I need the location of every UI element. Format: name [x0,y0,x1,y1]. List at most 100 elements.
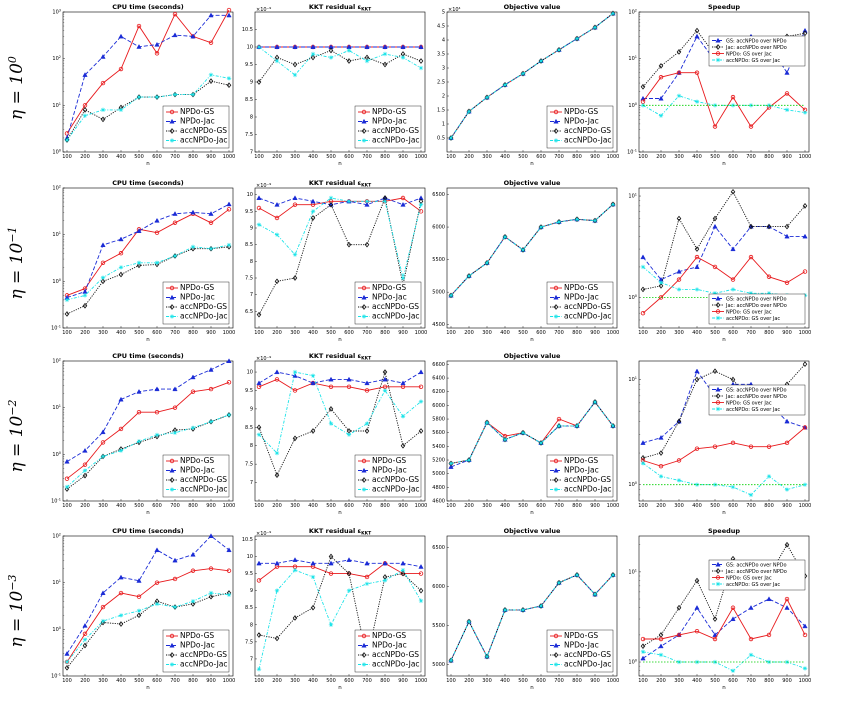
data-point [364,241,370,248]
x-tick-label: 800 [380,678,390,684]
data-point [226,380,232,385]
series-line [258,562,421,581]
x-axis-label: n [146,510,150,516]
data-point [310,54,316,61]
panel-r0-c3: Speedup 100 200 300 400 500 600 700 800 900 1000 n 1… [627,3,811,167]
data-point [658,283,664,289]
x-axis-label: n [146,685,150,691]
y-tick-label: 10.5 [242,537,253,543]
y-tick-label: 10-1 [627,149,637,156]
series-npdo-gs-over-jac [640,70,808,129]
panel-title: KKT residual εKKT [309,352,372,362]
x-tick-label: 500 [134,678,144,684]
data-point [292,61,298,68]
data-point [64,476,70,481]
data-point [100,116,106,123]
y-tick-label: 100 [628,659,637,666]
series-line [66,592,230,669]
series-npdo-gs [64,380,232,481]
data-point [694,287,700,292]
legend-label: accNPDo-GS [180,302,227,311]
data-point [136,409,142,415]
legend-label: GS: accNPDo over NPDo [726,388,787,394]
data-point [100,618,106,624]
x-tick-label: 600 [536,678,546,684]
data-point [418,65,424,71]
y-tick-label: 101 [628,376,637,383]
y-tick-label: 3.5 [437,52,445,58]
x-tick-label: 500 [518,330,528,336]
data-point [118,271,124,278]
row-label-3: η = 10−3 [6,574,27,647]
y-tick-label: 5200 [432,458,445,464]
data-point [448,293,454,298]
data-point [100,275,106,280]
data-point [748,652,754,658]
y-tick-label: 4600 [432,499,445,505]
y-multiplier: ×10⁻⁹ [256,7,271,13]
data-point [292,369,298,375]
data-point [346,199,352,204]
y-tick-label: 8.5 [245,242,253,248]
x-tick-label: 500 [326,154,336,160]
data-point [190,209,196,215]
data-point [640,264,646,270]
y-tick-label: 10 [247,45,253,51]
data-point [730,94,736,100]
y-tick-label: 102 [628,9,637,16]
x-tick-label: 400 [308,330,318,336]
data-point [484,260,490,266]
x-tick-label: 700 [362,503,372,509]
data-point [172,253,178,259]
x-tick-label: 500 [710,678,720,684]
data-point [328,384,334,389]
data-point [364,574,370,580]
data-point [784,605,790,610]
series-line [66,381,230,480]
x-tick-label: 900 [782,678,792,684]
series-npdo-gs [256,377,424,393]
series-npdo-jac [64,533,232,656]
series-npdo-gs-over-jac [640,596,808,642]
x-tick-label: 800 [764,678,774,684]
legend-label: accNPDo-GS [564,126,611,135]
legend-marker [361,633,367,639]
data-point [730,287,736,292]
series-line [66,9,230,134]
x-tick-label: 400 [500,154,510,160]
x-tick-label: 1000 [223,678,236,684]
legend-box [546,454,614,498]
data-point [310,560,316,566]
data-point [658,463,664,469]
data-point [676,277,682,282]
panel-title: CPU time (seconds) [112,352,184,360]
y-tick-label: 10 [247,370,253,376]
data-point [802,425,808,430]
data-point [640,83,646,90]
y-tick-label: 9.5 [245,62,253,68]
data-point [712,124,718,129]
data-point [676,70,682,75]
x-tick-label: 100 [254,503,264,509]
data-point [658,280,664,285]
data-point [802,233,808,239]
legend-marker [169,118,175,124]
data-point [766,474,772,479]
legend-box [162,281,230,325]
panel-r0-c2: Objective value 100 200 300 400 500 600 700 800 9… [437,3,619,167]
data-point [364,388,370,393]
data-point [382,61,388,68]
x-tick-label: 1000 [223,154,236,160]
y-tick-label: 4500 [432,322,445,328]
legend-label: accNPDo-GS [564,475,611,484]
series-line [66,535,230,654]
series-line [258,378,421,392]
series-npdo-jac [64,358,232,464]
data-point [256,578,262,583]
legend-marker [553,642,559,648]
legend-label: NPDo-GS [180,631,214,640]
legend-box [546,281,614,325]
